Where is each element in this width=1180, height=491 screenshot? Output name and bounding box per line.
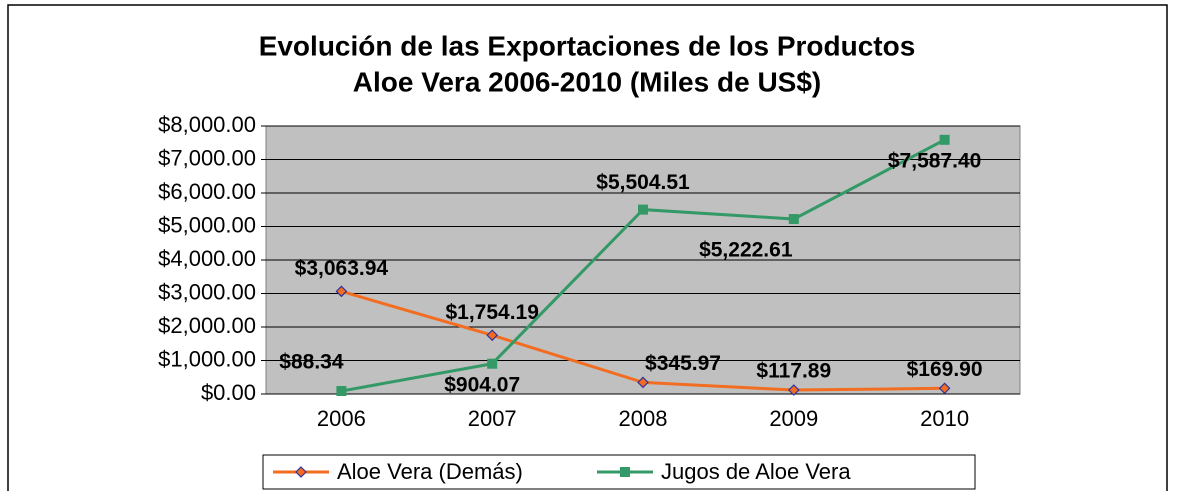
y-tick-label: $7,000.00 <box>158 145 256 170</box>
marker <box>487 358 498 369</box>
y-tick-label: $3,000.00 <box>158 279 256 304</box>
marker <box>295 466 307 478</box>
marker <box>788 214 799 225</box>
y-tick-label: $4,000.00 <box>158 246 256 271</box>
y-tick-label: $6,000.00 <box>158 179 256 204</box>
chart-title: Evolución de las Exportaciones de los Pr… <box>259 30 916 61</box>
marker <box>938 382 951 395</box>
data-label: $5,504.51 <box>596 171 690 194</box>
x-tick-label: 2008 <box>619 406 668 431</box>
marker <box>787 384 800 396</box>
y-tick-label: $8,000.00 <box>158 112 256 137</box>
data-label: $7,587.40 <box>888 149 981 172</box>
data-label: $5,222.61 <box>699 239 793 262</box>
data-label: $3,063.94 <box>295 257 389 280</box>
marker <box>939 134 950 145</box>
x-tick-label: 2006 <box>317 406 366 431</box>
data-label: $904.07 <box>444 373 520 396</box>
marker <box>620 467 630 477</box>
data-label: $88.34 <box>279 351 344 374</box>
data-label: $117.89 <box>756 360 831 383</box>
x-tick-label: 2009 <box>769 406 818 431</box>
legend-label: Aloe Vera (Demás) <box>337 459 523 484</box>
marker <box>335 285 348 298</box>
marker <box>336 386 347 397</box>
data-label: $1,754.19 <box>445 301 538 324</box>
marker <box>638 204 648 215</box>
chart-subtitle: Aloe Vera 2006-2010 (Miles de US$) <box>353 66 821 97</box>
data-label: $169.90 <box>907 358 983 381</box>
x-tick-label: 2007 <box>468 406 517 431</box>
x-tick-label: 2010 <box>920 406 969 431</box>
marker <box>637 376 649 389</box>
legend-label: Jugos de Aloe Vera <box>661 459 851 484</box>
y-tick-label: $0.00 <box>201 380 256 405</box>
y-tick-label: $5,000.00 <box>158 212 256 237</box>
data-label: $345.97 <box>645 352 721 375</box>
y-tick-label: $1,000.00 <box>158 346 256 371</box>
marker <box>486 329 499 342</box>
y-tick-label: $2,000.00 <box>158 313 256 338</box>
